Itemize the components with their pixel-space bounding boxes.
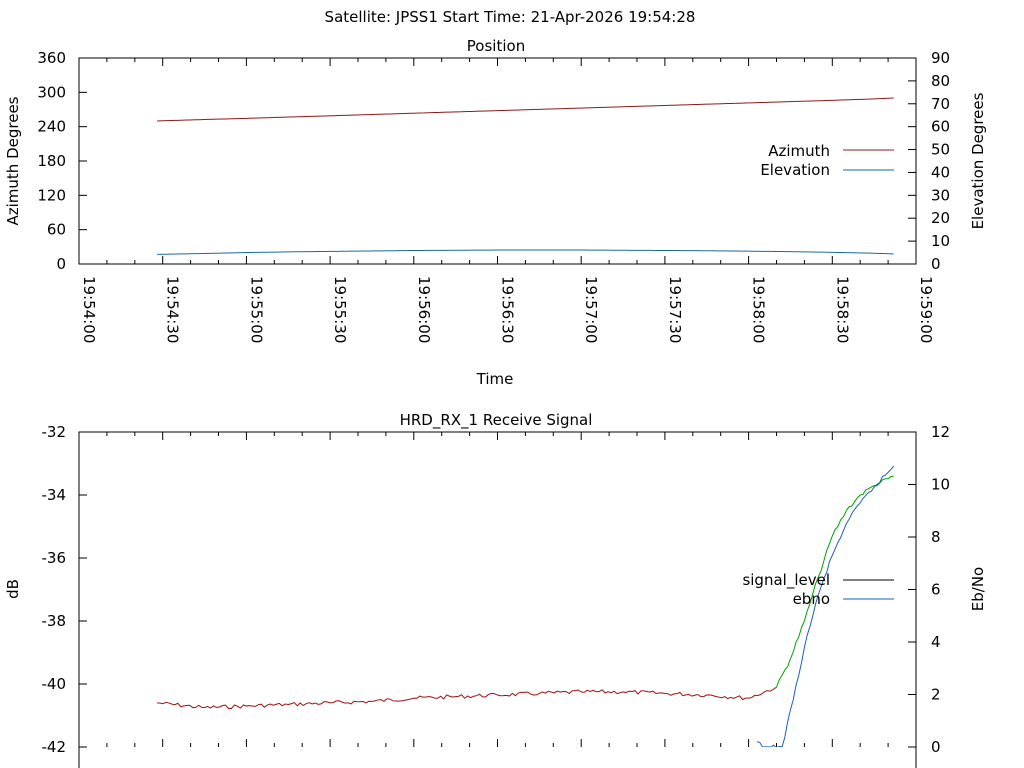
pos-y2-tick-label: 50 [931,141,950,159]
series-line-signal-level [157,686,777,709]
position-y2-axis-label: Elevation Degrees [969,92,987,229]
pos-y-tick-label: 0 [56,255,66,273]
signal-chart: HRD_RX_1 Receive Signal -42 -40 -38 -36 -34 -… [4,411,987,768]
pos-x-tick-label: 19:56:30 [499,276,517,343]
pos-y2-tick-label: 60 [931,118,950,136]
legend-label-elevation: Elevation [760,161,830,179]
pos-x-tick-label: 19:54:00 [80,276,98,343]
pos-x-tick-label: 19:58:00 [750,276,768,343]
sig-y2-tick-label: 2 [931,686,941,704]
series-line-elevation [157,249,894,255]
pos-x-tick-label: 19:54:30 [164,276,182,343]
sig-y2-tick-label: 0 [931,738,941,756]
pos-y2-tick-label: 70 [931,95,950,113]
pos-x-tick-label: 19:59:00 [917,276,935,343]
series-line-azimuth [157,97,894,122]
pos-y-tick-label: 300 [37,83,66,101]
pos-y2-tick-label: 30 [931,186,950,204]
sig-y2-tick-label: 8 [931,528,941,546]
pos-x-tick-label: 19:57:30 [666,276,684,343]
signal-y-axis-label: dB [4,579,22,599]
series-line-ebno [756,465,895,747]
sig-y2-tick-label: 6 [931,581,941,599]
pos-x-tick-label: 19:55:30 [331,276,349,343]
pos-y2-tick-label: 40 [931,163,950,181]
pos-y2-tick-label: 80 [931,72,950,90]
sig-y-tick-label: -36 [42,549,67,567]
sig-y-tick-label: -42 [42,738,67,756]
pos-x-tick-label: 19:55:00 [247,276,265,343]
pos-y-tick-label: 180 [37,152,66,170]
signal-chart-title: HRD_RX_1 Receive Signal [400,411,593,430]
pos-x-tick-label: 19:58:30 [833,276,851,343]
position-y-axis-label: Azimuth Degrees [4,96,22,225]
sig-y-tick-label: -40 [42,675,67,693]
pos-y-tick-label: 360 [37,49,66,67]
legend-label-azimuth: Azimuth [768,142,830,160]
pos-x-tick-label: 19:57:00 [582,276,600,343]
series-line-signal-level [776,475,894,688]
pos-y2-tick-label: 90 [931,49,950,67]
pos-y2-tick-label: 0 [931,255,941,273]
sig-y2-tick-label: 12 [931,423,950,441]
pos-y-tick-label: 60 [47,221,66,239]
position-chart: Position 19:54:00 19:54:30 19:55:00 19:55:3… [4,37,987,388]
signal-plot-frame [78,431,917,768]
legend-label-ebno: ebno [793,590,830,608]
pos-y2-tick-label: 10 [931,232,950,250]
signal-y2-axis-label: Eb/No [969,567,987,611]
sig-y2-tick-label: 10 [931,476,950,494]
pos-y-tick-label: 240 [37,118,66,136]
sig-y2-tick-label: 4 [931,633,941,651]
position-legend: Azimuth Elevation [760,142,894,179]
sig-y-tick-label: -32 [42,423,67,441]
pos-y-tick-label: 120 [37,186,66,204]
page-title: Satellite: JPSS1 Start Time: 21-Apr-2026… [325,8,696,26]
sig-y-tick-label: -38 [42,612,67,630]
pos-x-tick-label: 19:56:00 [415,276,433,343]
legend-label-signal-level: signal_level [742,571,830,590]
position-chart-title: Position [467,37,525,55]
signal-legend: signal_level ebno [742,571,894,608]
pos-y2-tick-label: 20 [931,209,950,227]
sig-y-tick-label: -34 [42,486,67,504]
position-x-axis-label: Time [476,370,514,388]
